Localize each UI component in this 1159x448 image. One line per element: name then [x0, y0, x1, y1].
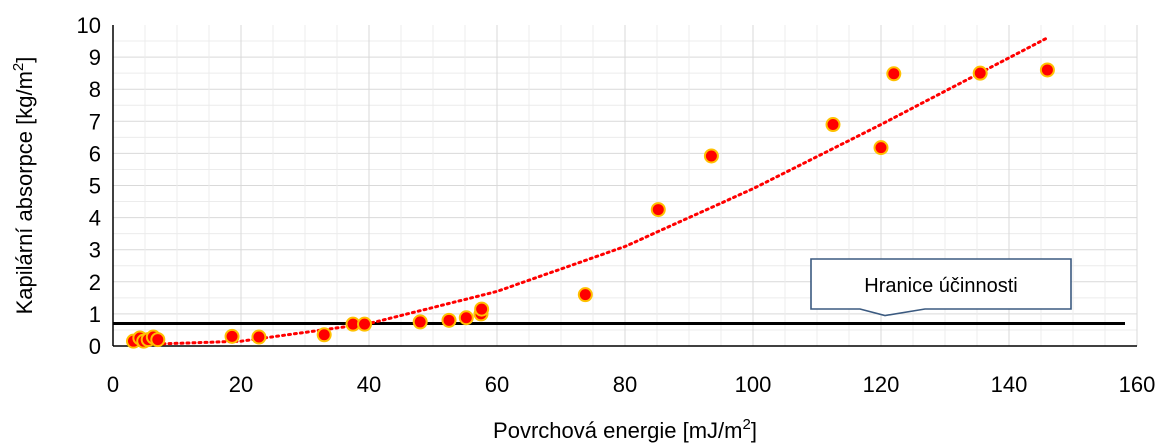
y-tick-label: 3 — [89, 238, 101, 263]
x-tick-label: 60 — [485, 372, 509, 397]
data-point — [150, 332, 166, 348]
y-axis-title-text: Kapilární absorpce [kg/m — [12, 71, 37, 314]
data-point — [458, 310, 474, 326]
data-point — [650, 202, 666, 218]
x-tick-label: 40 — [357, 372, 381, 397]
data-point — [873, 140, 889, 156]
grid — [113, 25, 1138, 346]
data-point — [224, 328, 240, 344]
y-tick-label: 5 — [89, 174, 101, 199]
x-tick-label: 160 — [1119, 372, 1156, 397]
y-axis-title-end: ] — [12, 57, 37, 63]
x-axis-title: Povrchová energie [mJ/m2] — [493, 416, 757, 443]
data-point — [357, 316, 373, 332]
data-point — [1039, 62, 1055, 78]
y-tick-label: 10 — [77, 13, 101, 38]
x-axis-title-sup: 2 — [742, 416, 750, 433]
trendline-path — [143, 36, 1049, 346]
data-point — [412, 314, 428, 330]
x-tick-labels: 0 20 40 60 80 100 120 140 160 — [107, 372, 1155, 397]
y-axis-title-sup: 2 — [10, 63, 27, 71]
data-point — [825, 117, 841, 133]
y-tick-label: 1 — [89, 302, 101, 327]
y-tick-label: 0 — [89, 334, 101, 359]
x-axis-title-text: Povrchová energie [mJ/m — [493, 418, 742, 443]
data-point — [886, 66, 902, 82]
x-tick-label: 100 — [735, 372, 772, 397]
data-point — [316, 327, 332, 343]
data-point — [972, 65, 988, 81]
x-tick-label: 80 — [613, 372, 637, 397]
x-tick-label: 120 — [863, 372, 900, 397]
data-point — [251, 329, 267, 345]
y-tick-label: 2 — [89, 270, 101, 295]
y-tick-labels: 0 1 2 3 4 5 6 7 8 9 10 — [77, 13, 101, 359]
y-axis-title: Kapilární absorpce [kg/m2] — [10, 57, 37, 315]
data-point — [703, 148, 719, 164]
x-tick-label: 140 — [991, 372, 1028, 397]
y-tick-label: 8 — [89, 77, 101, 102]
data-point — [441, 312, 457, 328]
callout-label: Hranice účinnosti — [864, 275, 1017, 297]
y-tick-label: 9 — [89, 45, 101, 70]
data-point — [577, 287, 593, 303]
y-tick-label: 7 — [89, 109, 101, 134]
callout: Hranice účinnosti — [810, 258, 1072, 317]
x-tick-label: 0 — [107, 372, 119, 397]
data-points — [125, 62, 1055, 349]
axes — [112, 25, 1137, 347]
x-axis-title-end: ] — [751, 418, 757, 443]
y-tick-label: 6 — [89, 141, 101, 166]
trendline — [143, 36, 1049, 346]
data-point — [474, 301, 490, 317]
callout-box — [810, 258, 1072, 317]
x-tick-label: 20 — [229, 372, 253, 397]
y-tick-label: 4 — [89, 206, 101, 231]
